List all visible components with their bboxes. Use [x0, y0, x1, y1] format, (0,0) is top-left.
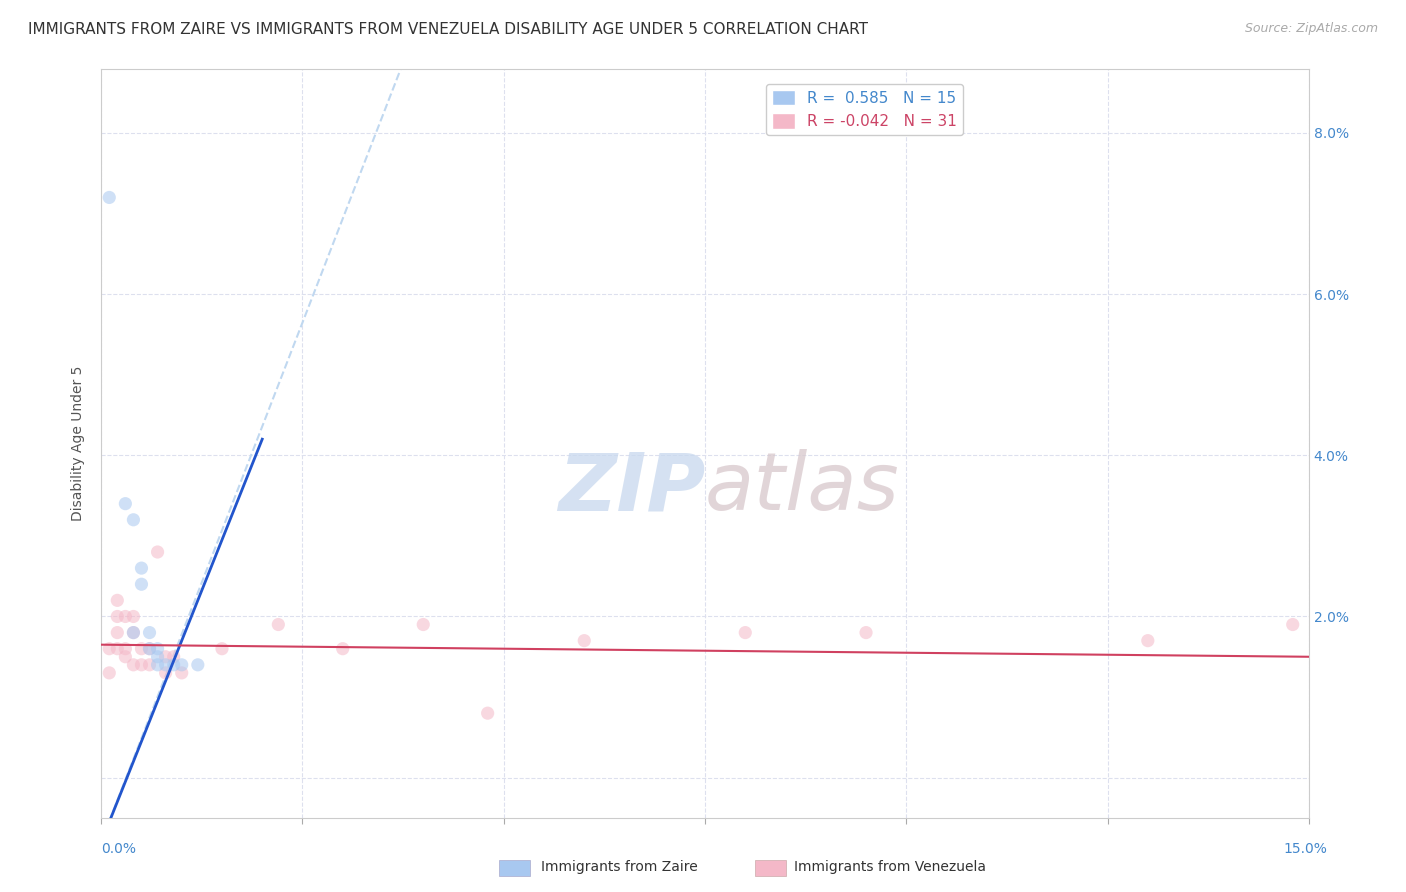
- Point: [105, 641, 128, 656]
- Point: [146, 641, 169, 656]
- Text: ZIP: ZIP: [558, 450, 704, 527]
- Text: atlas: atlas: [704, 450, 900, 527]
- Point: [412, 617, 434, 632]
- Point: [114, 649, 136, 664]
- Point: [131, 577, 153, 591]
- Point: [170, 657, 193, 672]
- Point: [122, 625, 145, 640]
- Point: [855, 625, 877, 640]
- Text: 0.0%: 0.0%: [101, 842, 136, 856]
- Point: [105, 625, 128, 640]
- Point: [267, 617, 290, 632]
- Point: [114, 609, 136, 624]
- Point: [155, 649, 177, 664]
- Point: [105, 609, 128, 624]
- Text: Immigrants from Zaire: Immigrants from Zaire: [541, 860, 697, 874]
- Point: [138, 625, 160, 640]
- Point: [114, 641, 136, 656]
- Point: [187, 657, 209, 672]
- Point: [146, 545, 169, 559]
- Text: IMMIGRANTS FROM ZAIRE VS IMMIGRANTS FROM VENEZUELA DISABILITY AGE UNDER 5 CORREL: IMMIGRANTS FROM ZAIRE VS IMMIGRANTS FROM…: [28, 22, 868, 37]
- Point: [131, 641, 153, 656]
- Point: [1281, 617, 1303, 632]
- Point: [734, 625, 756, 640]
- Point: [122, 609, 145, 624]
- Point: [98, 665, 121, 680]
- Point: [146, 657, 169, 672]
- Point: [1136, 633, 1159, 648]
- Y-axis label: Disability Age Under 5: Disability Age Under 5: [72, 366, 86, 521]
- Point: [146, 649, 169, 664]
- Legend: R =  0.585   N = 15, R = -0.042   N = 31: R = 0.585 N = 15, R = -0.042 N = 31: [766, 84, 963, 136]
- Point: [105, 593, 128, 607]
- Point: [155, 665, 177, 680]
- Point: [138, 641, 160, 656]
- Text: Source: ZipAtlas.com: Source: ZipAtlas.com: [1244, 22, 1378, 36]
- Point: [98, 190, 121, 204]
- Text: 15.0%: 15.0%: [1284, 842, 1327, 856]
- Point: [131, 561, 153, 575]
- Point: [211, 641, 233, 656]
- Point: [170, 665, 193, 680]
- Point: [574, 633, 596, 648]
- Point: [155, 657, 177, 672]
- Point: [163, 657, 186, 672]
- Point: [138, 641, 160, 656]
- Point: [98, 641, 121, 656]
- Point: [332, 641, 354, 656]
- Point: [122, 513, 145, 527]
- Point: [122, 657, 145, 672]
- Point: [477, 706, 499, 721]
- Point: [131, 657, 153, 672]
- Point: [122, 625, 145, 640]
- Text: Immigrants from Venezuela: Immigrants from Venezuela: [794, 860, 987, 874]
- Point: [138, 657, 160, 672]
- Point: [114, 497, 136, 511]
- Point: [163, 649, 186, 664]
